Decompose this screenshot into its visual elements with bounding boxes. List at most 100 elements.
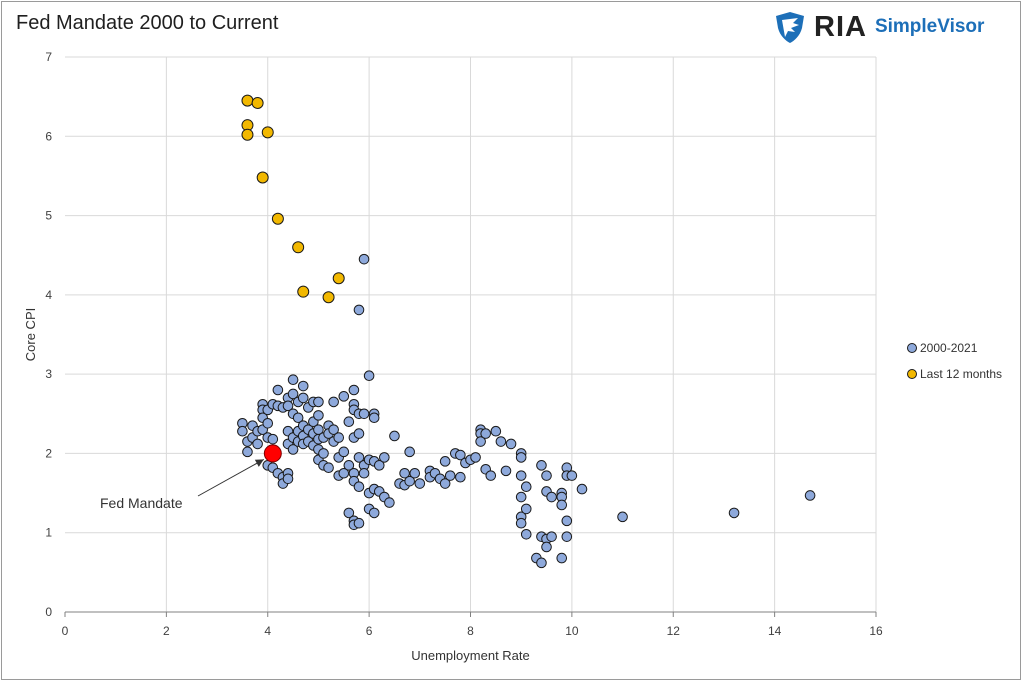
series-2000-2021-point — [541, 470, 552, 481]
series-2000-2021-point — [338, 446, 350, 458]
series-2000-2021-point — [373, 460, 385, 471]
series-2000-2021-point — [536, 460, 547, 471]
series-2000-2021-point — [561, 515, 573, 527]
legend-marker — [907, 369, 917, 379]
series-2000-2021-point — [338, 391, 350, 402]
series-2000-2021-point — [546, 531, 557, 542]
series-2000-2021-point — [267, 433, 279, 445]
series-2000-2021-point — [242, 446, 253, 458]
series-2000-2021-point — [292, 412, 304, 424]
axes — [64, 611, 877, 617]
y-tick-label: 5 — [45, 209, 52, 223]
series-2000-2021-point — [439, 478, 451, 489]
series-2000-2021-point — [358, 253, 370, 265]
series-2000-2021-point — [439, 456, 451, 467]
series-2000-2021-point — [353, 428, 365, 439]
series-2000-2021-point — [566, 470, 578, 481]
series-2000-2021-point — [495, 436, 507, 447]
x-tick-label: 8 — [467, 624, 474, 638]
series-2000-2021-point — [287, 388, 299, 400]
x-tick-label: 2 — [163, 624, 170, 638]
series-2000-2021-point — [353, 481, 365, 493]
y-tick-label: 4 — [45, 288, 52, 302]
legend-label: Last 12 months — [920, 367, 1002, 381]
series-2000-2021-point — [237, 425, 248, 437]
series-2000-2021-point — [728, 507, 740, 519]
x-tick-label: 14 — [768, 624, 782, 638]
last-12-months-point — [271, 212, 284, 225]
last-12-months-point — [241, 94, 254, 107]
series-2000-2021-point — [328, 396, 339, 408]
series-2000-2021-point — [282, 473, 294, 485]
series-2000-2021-point — [368, 412, 380, 424]
chart-title: Fed Mandate 2000 to Current — [16, 12, 279, 34]
series-2000-2021-point — [353, 517, 365, 529]
series-2000-2021-point — [480, 428, 492, 439]
series-2000-2021-point — [485, 470, 497, 481]
fed-mandate-point — [263, 444, 282, 463]
series-2000-2021-point — [404, 446, 415, 458]
series-2000-2021-point — [556, 552, 568, 564]
series-2000-2021-point — [358, 467, 370, 479]
series-2000-2021-point — [343, 460, 355, 471]
series-2000-2021-point — [546, 491, 557, 503]
series-2000-2021-point — [475, 436, 486, 447]
eagle-icon — [776, 12, 804, 43]
series-2000-2021-point — [363, 370, 375, 382]
series-2000-2021-point — [353, 452, 365, 463]
y-tick-label: 0 — [45, 605, 52, 619]
series-2000-2021-point — [272, 384, 284, 396]
series-2000-2021-point — [368, 507, 380, 519]
x-tick-label: 10 — [565, 624, 579, 638]
series-2000-2021-point — [262, 418, 274, 429]
series-2000-2021-point — [379, 452, 390, 463]
series-2000-2021-point — [515, 517, 527, 529]
series-2000-2021-point — [318, 448, 329, 459]
y-tick-label: 7 — [45, 50, 52, 64]
series-2000-2021-point — [297, 392, 309, 404]
series-2000-2021-point — [541, 541, 552, 553]
series-2000-2021-point — [348, 384, 360, 396]
series-2000-2021-point — [576, 483, 588, 495]
series-2000-2021-point — [804, 490, 816, 501]
series-2000-2021-point — [470, 452, 481, 463]
series-2000-2021-point — [313, 410, 324, 421]
series-2000-2021-point — [520, 481, 532, 493]
series-2000-2021-point — [556, 499, 568, 511]
x-tick-label: 12 — [667, 624, 681, 638]
series-2000-2021-point — [287, 444, 299, 455]
last-12-months-point — [256, 171, 269, 184]
series-2000-2021-point — [297, 380, 309, 392]
series-2000-2021-point — [333, 432, 345, 443]
annotation-arrow-line — [197, 458, 265, 497]
series-2000-2021-point — [399, 467, 410, 479]
series-2000-2021-point — [520, 529, 532, 540]
x-axis-title: Unemployment Rate — [411, 648, 530, 663]
series-2000-2021-point — [252, 438, 263, 450]
series-2000-2021-point — [500, 465, 512, 477]
series-2000-2021-point — [323, 462, 334, 474]
brand-logo: RIA SimpleVisor — [772, 10, 984, 44]
x-tick-label: 4 — [264, 624, 271, 638]
data-points — [237, 94, 816, 569]
series-2000-2021-point — [515, 452, 527, 463]
series-2000-2021-point — [343, 416, 355, 428]
brand-name: RIA — [814, 10, 867, 43]
annotation-arrow-head — [254, 459, 264, 467]
x-tick-label: 6 — [366, 624, 373, 638]
grid-lines — [65, 56, 877, 612]
series-2000-2021-point — [455, 449, 466, 461]
legend-label: 2000-2021 — [920, 341, 978, 355]
series-2000-2021-point — [287, 374, 299, 385]
x-tick-label: 16 — [869, 624, 883, 638]
last-12-months-point — [322, 291, 335, 304]
brand-product: SimpleVisor — [874, 16, 985, 37]
series-2000-2021-point — [515, 470, 527, 481]
series-2000-2021-point — [343, 507, 355, 519]
series-2000-2021-point — [414, 478, 426, 489]
last-12-months-point — [297, 285, 310, 298]
legend-marker — [907, 343, 917, 353]
